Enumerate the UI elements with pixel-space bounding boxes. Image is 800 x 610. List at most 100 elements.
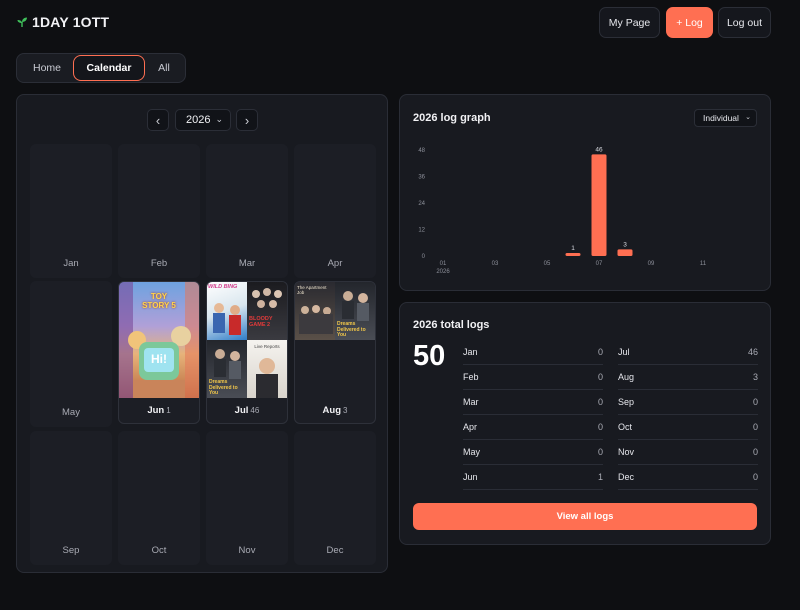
month-label: Feb [150,258,168,269]
poster-thumbnail[interactable]: Dreams Delivered to You [207,340,247,398]
chart-bar [591,154,607,256]
graph-title: 2026 log graph [413,112,491,124]
month-count: 1 [166,406,171,415]
total-row: Jan 0 [463,340,603,365]
calendar-panel: ‹ 2026 ⌄ › Jan Feb Mar Apr May [16,94,388,573]
month-label: Sep [62,545,80,556]
month-label: Aug 3 [322,405,348,416]
poster-thumbnail[interactable]: Live Reports [247,340,287,398]
poster-art [342,291,369,321]
y-tick-label: 0 [422,254,426,260]
month-label: Jun 1 [147,405,171,416]
poster-thumbnail[interactable]: BLOODY GAME 2 [247,282,287,340]
month-cell-aug[interactable]: The Apartment Job Dreams Delivered to Yo… [294,281,376,424]
month-count: 3 [343,406,348,415]
poster-sign: Hi! [151,352,167,366]
add-log-button[interactable]: + Log [666,7,713,38]
month-cell-dec[interactable]: Dec [294,431,376,565]
poster-art [299,305,333,334]
month-label: Oct [151,545,167,556]
total-row: Feb 0 [463,365,603,390]
view-all-logs-button[interactable]: View all logs [413,503,757,530]
poster-art [213,303,241,335]
month-label: Nov [238,545,256,556]
chart-bar [565,253,581,256]
year-value: 2026 [186,114,211,126]
total-row: Sep 0 [618,390,758,415]
y-tick-label: 12 [418,228,425,234]
logout-button[interactable]: Log out [718,7,771,38]
month-cell-jul[interactable]: WILD BING BLOODY GAME 2 Dreams Delivered… [206,281,288,424]
main-tabs: Home Calendar All [16,53,186,83]
bar-value-label: 1 [571,245,575,252]
x-tick-label: 11 [700,261,707,267]
poster-thumbnail[interactable]: WILD BING [207,282,247,340]
top-header: 1DAY 1OTT My Page + Log Log out [0,0,800,46]
month-cell-apr[interactable]: Apr [294,144,376,278]
app-logo[interactable]: 1DAY 1OTT [16,14,109,30]
month-cell-nov[interactable]: Nov [206,431,288,565]
chevron-down-icon: ⌄ [745,114,751,121]
total-logs-panel: 2026 total logs 50 Jan 0 Feb 0 Mar 0 Apr 0 M… [399,302,771,545]
graph-mode-select[interactable]: Individual ⌄ [694,109,757,127]
month-cell-jan[interactable]: Jan [30,144,112,278]
month-count: 46 [250,406,260,415]
month-label: Apr [327,258,343,269]
total-row: Nov 0 [618,440,758,465]
x-tick-label: 05 [544,261,551,267]
tab-home[interactable]: Home [32,62,61,74]
total-row: Aug 3 [618,365,758,390]
next-year-button[interactable]: › [236,109,258,131]
tab-calendar[interactable]: Calendar [73,55,145,81]
month-label: Jan [63,258,79,269]
prev-year-button[interactable]: ‹ [147,109,169,131]
x-axis-year-label: 2026 [436,269,450,275]
x-tick-label: 09 [648,261,655,267]
month-label: Jul 46 [234,405,260,416]
x-tick-label: 03 [492,261,499,267]
total-row: Apr 0 [463,415,603,440]
bar-value-label: 46 [595,146,603,153]
app-logo-text: 1DAY 1OTT [32,14,110,30]
poster-thumbnail[interactable]: TOY STORY 5 Hi! [119,282,199,398]
month-cell-jun[interactable]: TOY STORY 5 Hi! Jun 1 [118,281,200,424]
poster-art [252,288,282,308]
total-logs-count: 50 [413,340,446,372]
month-cell-mar[interactable]: Mar [206,144,288,278]
x-tick-label: 07 [596,261,603,267]
sprout-icon [17,17,27,27]
month-label: Dec [326,545,344,556]
total-logs-title: 2026 total logs [413,319,490,331]
poster-title: Dreams Delivered to You [209,379,238,396]
total-row: Jul 46 [618,340,758,365]
poster-art [256,358,278,398]
y-tick-label: 24 [418,201,425,207]
chevron-down-icon: ⌄ [215,114,223,124]
bar-value-label: 3 [623,241,627,248]
total-row: May 0 [463,440,603,465]
month-label: May [62,407,80,418]
month-cell-may[interactable]: May [30,281,112,427]
poster-thumbnail[interactable]: The Apartment Job [295,282,335,340]
total-row: Oct 0 [618,415,758,440]
month-cell-oct[interactable]: Oct [118,431,200,565]
tab-all[interactable]: All [158,62,170,74]
poster-title: The Apartment Job [297,285,327,295]
log-graph-panel: 2026 log graph Individual ⌄ 0 12 24 36 48 01 0… [399,94,771,291]
chart-bar [617,249,633,256]
poster-thumbnail[interactable]: Dreams Delivered to You [335,282,375,340]
log-bar-chart: 0 12 24 36 48 01 03 05 07 09 11 2026 1 46 3 [418,146,707,275]
poster-title: Dreams Delivered to You [337,321,366,338]
year-navigator: ‹ 2026 ⌄ › [17,109,389,131]
month-label: Mar [238,258,256,269]
poster-title: TOY STORY 5 [142,292,176,310]
year-select[interactable]: 2026 ⌄ [175,109,231,131]
poster-art [214,349,241,379]
month-cell-feb[interactable]: Feb [118,144,200,278]
my-page-button[interactable]: My Page [599,7,660,38]
graph-mode-value: Individual [703,113,739,123]
month-cell-sep[interactable]: Sep [30,431,112,565]
poster-art [119,282,199,398]
y-tick-label: 48 [418,148,425,154]
poster-title: Live Reports [254,344,280,349]
